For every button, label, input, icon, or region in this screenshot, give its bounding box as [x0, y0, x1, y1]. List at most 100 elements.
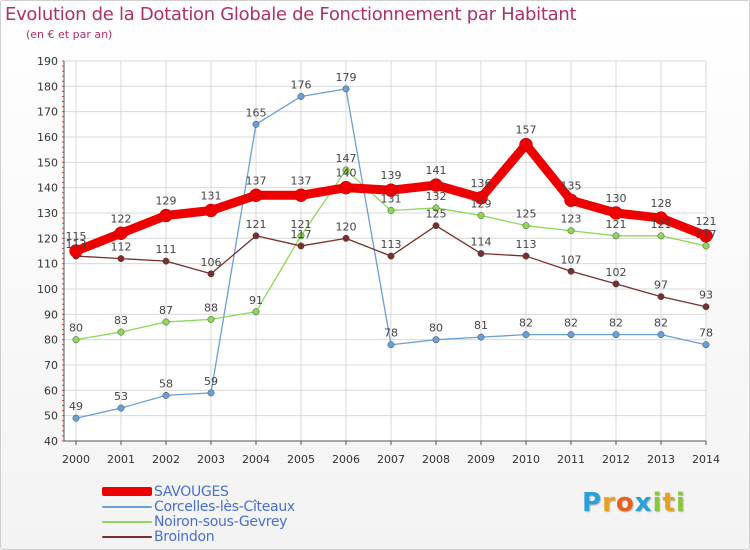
data-label: 125 [426, 208, 447, 221]
x-tick-label: 2012 [602, 453, 630, 466]
y-tick-label: 120 [37, 232, 58, 245]
data-label: 49 [69, 400, 83, 413]
y-tick-label: 110 [37, 258, 58, 271]
data-label: 82 [564, 317, 578, 330]
data-point [297, 232, 305, 240]
data-label: 120 [336, 220, 357, 233]
logo-letter: r [602, 488, 616, 518]
data-point [294, 188, 308, 203]
data-label: 137 [291, 174, 312, 187]
y-tick-label: 160 [37, 131, 58, 144]
data-label: 102 [606, 266, 627, 279]
x-tick-label: 2008 [422, 453, 450, 466]
data-label: 140 [336, 167, 357, 180]
data-point [612, 232, 620, 240]
data-label: 121 [696, 215, 717, 228]
y-tick-label: 40 [44, 435, 58, 448]
data-point [342, 166, 350, 174]
data-label: 165 [246, 106, 267, 119]
data-label: 111 [156, 243, 177, 256]
data-point [387, 207, 395, 214]
data-point [159, 208, 173, 223]
data-point [432, 222, 440, 230]
data-label: 121 [651, 218, 672, 231]
y-tick-label: 140 [37, 182, 58, 195]
x-tick-label: 2007 [377, 453, 405, 466]
data-label: 80 [429, 322, 443, 335]
logo-letter: o [615, 488, 635, 518]
data-label: 137 [246, 174, 267, 187]
data-label-layer: 49 53 58 59 165 176 179 78 80 81 82 82 82 82 78 80 83 87 8… [66, 71, 717, 413]
data-point [702, 341, 710, 349]
data-label: 59 [204, 375, 218, 388]
data-label: 125 [516, 208, 537, 221]
data-point [702, 303, 710, 311]
data-point [567, 227, 575, 235]
data-label: 115 [66, 230, 87, 243]
data-point [387, 252, 395, 260]
data-point [519, 137, 533, 152]
data-label: 128 [651, 197, 672, 210]
data-point [339, 180, 353, 195]
data-label: 83 [114, 314, 128, 327]
x-tick-label: 2002 [152, 453, 180, 466]
legend-item: Noiron-sous-Gevrey [102, 514, 295, 530]
legend: SAVOUGES Corcelles-lès-Cîteaux Noiron-sous… [102, 484, 295, 545]
data-label: 117 [291, 228, 312, 241]
data-point [384, 183, 398, 197]
data-point [342, 85, 350, 93]
data-point [429, 178, 443, 192]
series-savouges [69, 137, 713, 258]
x-tick-label: 2004 [242, 453, 270, 466]
data-point [567, 331, 575, 339]
legend-swatch [102, 505, 152, 508]
y-tick-label: 180 [37, 80, 58, 93]
data-label: 121 [246, 218, 267, 231]
data-label: 113 [66, 238, 87, 251]
data-label: 132 [426, 190, 447, 203]
logo-letter: i [652, 488, 663, 518]
data-label: 78 [384, 327, 398, 340]
data-point [72, 414, 80, 422]
data-label: 176 [291, 78, 312, 91]
data-label: 131 [381, 192, 402, 205]
data-point [252, 232, 260, 240]
data-label: 112 [111, 241, 132, 254]
data-point [297, 242, 305, 250]
data-label: 139 [381, 169, 402, 182]
logo-letter: x [634, 488, 653, 518]
data-point [207, 389, 215, 397]
data-point [477, 250, 485, 257]
data-point [612, 331, 620, 339]
data-point [162, 318, 170, 326]
data-point [114, 226, 128, 241]
data-point [204, 203, 218, 218]
logo-letter: P [582, 488, 603, 518]
x-tick-label: 2009 [467, 453, 495, 466]
data-point [69, 244, 83, 258]
x-tick-label: 2000 [62, 453, 90, 466]
y-tick-label: 190 [37, 55, 58, 68]
data-point [657, 293, 665, 301]
data-point [207, 315, 215, 323]
y-tick-label: 150 [37, 156, 58, 169]
legend-item: Corcelles-lès-Cîteaux [102, 499, 295, 515]
data-label: 91 [249, 294, 263, 307]
x-tick-label: 2003 [197, 453, 225, 466]
y-tick-label: 80 [44, 334, 58, 347]
axis-layer: 40 50 60 70 80 90 100 110 120 130 140 150 160 170 180 1… [37, 55, 720, 466]
data-label: 93 [699, 289, 713, 302]
chart-title: Evolution de la Dotation Globale de Fonc… [5, 4, 577, 25]
data-label: 106 [201, 256, 222, 269]
legend-item: Broindon [102, 529, 295, 545]
legend-swatch [102, 535, 152, 538]
x-tick-label: 2011 [557, 453, 585, 466]
data-point [657, 232, 665, 240]
data-label: 129 [471, 198, 492, 211]
data-label: 88 [204, 301, 218, 314]
data-point [474, 191, 488, 205]
data-label: 113 [381, 238, 402, 251]
x-tick-label: 2013 [647, 453, 675, 466]
data-label: 121 [606, 218, 627, 231]
logo-letter: i [675, 488, 686, 518]
